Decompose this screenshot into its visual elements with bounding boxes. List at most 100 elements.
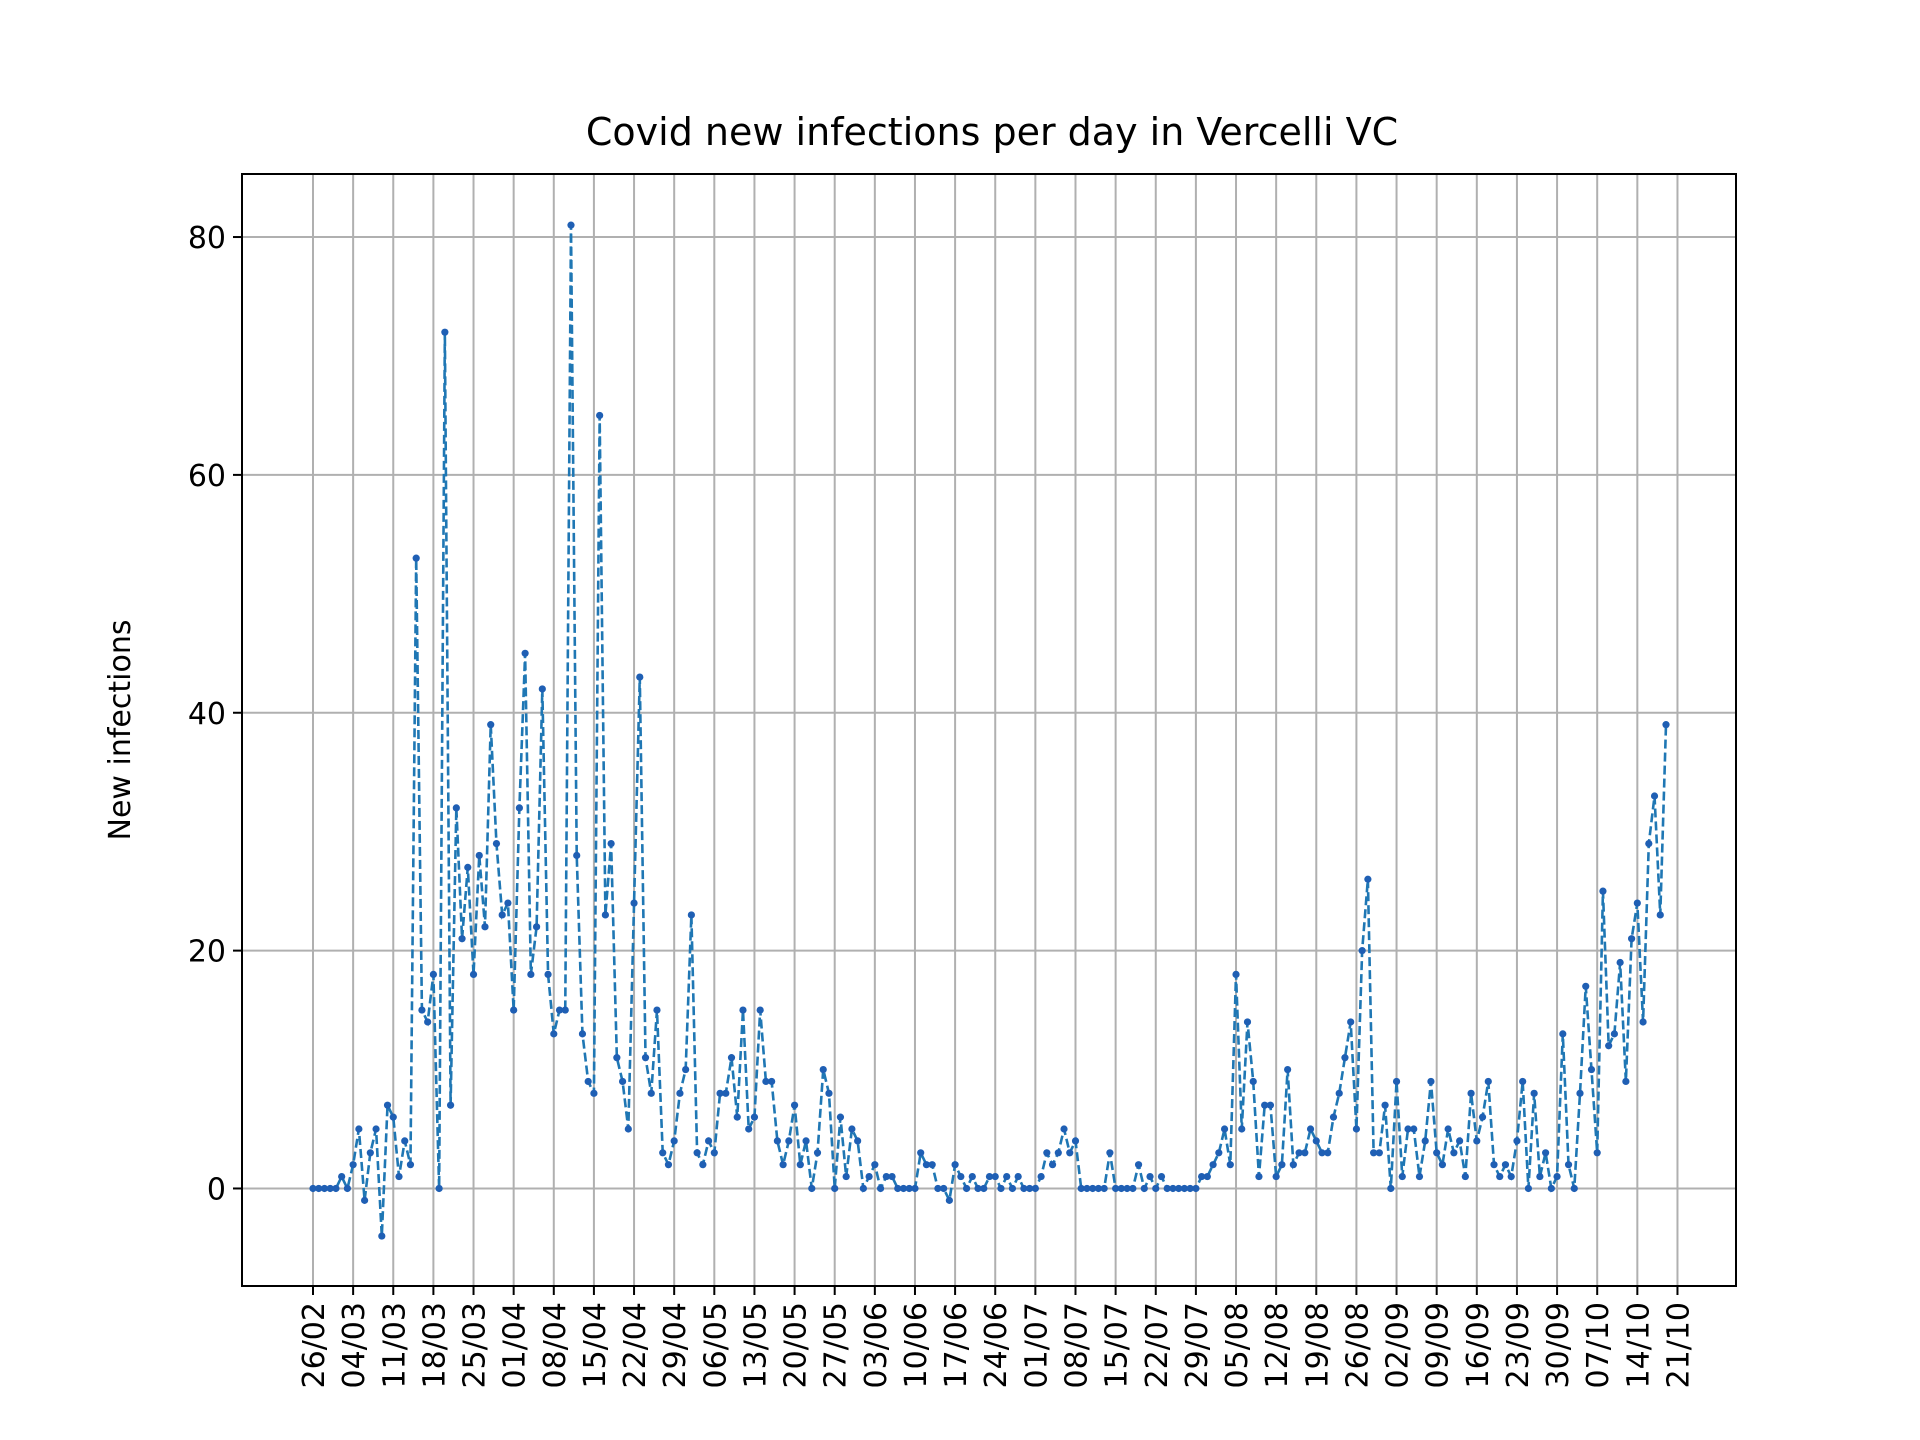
- data-point: [762, 1077, 770, 1086]
- data-point: [1175, 1184, 1183, 1193]
- data-point: [1347, 1018, 1355, 1026]
- data-point: [1553, 1172, 1561, 1181]
- data-point: [802, 1137, 810, 1145]
- data-point: [401, 1137, 409, 1145]
- data-point: [1306, 1125, 1315, 1133]
- y-axis-label: New infections: [103, 620, 138, 841]
- data-point: [550, 1030, 558, 1038]
- data-point: [974, 1184, 982, 1193]
- data-point: [1410, 1125, 1418, 1133]
- data-point: [458, 935, 466, 943]
- data-point: [515, 804, 523, 812]
- data-point: [991, 1172, 999, 1181]
- x-tick-label: 18/03: [417, 1302, 452, 1388]
- x-tick-label: 03/06: [859, 1302, 894, 1388]
- data-point: [1587, 1065, 1596, 1074]
- data-point: [808, 1184, 816, 1193]
- data-point: [1198, 1172, 1206, 1181]
- x-tick-label: 25/03: [458, 1302, 493, 1388]
- data-point: [1582, 982, 1590, 990]
- x-tick-label: 20/05: [779, 1302, 814, 1388]
- data-point: [1089, 1184, 1097, 1193]
- data-point: [1524, 1184, 1533, 1193]
- data-point: [1576, 1089, 1584, 1097]
- x-tick-label: 13/05: [738, 1302, 773, 1388]
- data-point: [395, 1172, 403, 1181]
- x-tick-label: 01/04: [498, 1302, 533, 1388]
- data-point: [1261, 1101, 1269, 1109]
- data-point: [1473, 1137, 1481, 1145]
- data-point: [1026, 1184, 1034, 1193]
- x-tick-label: 23/09: [1501, 1302, 1536, 1388]
- data-point: [361, 1196, 369, 1204]
- data-point: [1020, 1184, 1028, 1193]
- data-point: [1066, 1149, 1074, 1157]
- data-point: [309, 1184, 317, 1193]
- data-point: [1415, 1172, 1424, 1181]
- data-point: [985, 1172, 994, 1181]
- data-point: [1421, 1137, 1429, 1145]
- data-point: [1031, 1184, 1039, 1193]
- x-tick-label: 08/07: [1059, 1302, 1094, 1388]
- data-point: [1398, 1172, 1406, 1181]
- data-point: [739, 1006, 747, 1014]
- data-point: [429, 970, 437, 979]
- data-point: [383, 1101, 392, 1109]
- data-point: [1060, 1125, 1068, 1133]
- plot-frame: [241, 173, 1737, 1287]
- data-point: [1329, 1113, 1338, 1121]
- data-point: [1100, 1184, 1108, 1193]
- x-tick-label: 10/06: [899, 1302, 934, 1388]
- x-tick-label: 11/03: [377, 1302, 412, 1388]
- data-point: [1008, 1184, 1017, 1193]
- data-point: [590, 1089, 598, 1097]
- data-point: [1450, 1149, 1458, 1157]
- data-point: [1301, 1149, 1309, 1157]
- data-point: [813, 1149, 822, 1157]
- data-point: [699, 1161, 707, 1169]
- data-point: [659, 1149, 667, 1157]
- x-tick-label: 15/04: [578, 1302, 613, 1388]
- data-point: [785, 1137, 793, 1145]
- x-tick-label: 19/08: [1300, 1302, 1335, 1388]
- data-point: [1484, 1077, 1492, 1086]
- data-point: [1559, 1030, 1567, 1038]
- data-point: [481, 923, 489, 931]
- data-point: [825, 1089, 833, 1097]
- data-point: [733, 1113, 741, 1121]
- data-point: [997, 1184, 1005, 1193]
- data-point: [1593, 1149, 1601, 1157]
- data-point: [607, 839, 615, 848]
- data-point: [899, 1184, 908, 1193]
- x-tick-label: 01/07: [1019, 1302, 1054, 1388]
- data-point: [1255, 1172, 1263, 1181]
- data-point: [1530, 1089, 1538, 1097]
- x-tick-label: 24/06: [979, 1302, 1014, 1388]
- data-point: [584, 1077, 592, 1086]
- data-point: [578, 1030, 587, 1038]
- data-point: [412, 554, 420, 562]
- data-point: [1628, 935, 1636, 943]
- data-point: [1656, 911, 1664, 919]
- data-point: [1152, 1184, 1160, 1193]
- data-point: [859, 1184, 867, 1193]
- data-point: [555, 1006, 564, 1014]
- data-point: [441, 328, 449, 336]
- data-point: [372, 1125, 380, 1133]
- x-tick-label: 22/04: [618, 1302, 653, 1388]
- data-point: [1547, 1184, 1555, 1193]
- data-point: [492, 839, 501, 848]
- data-point: [1312, 1137, 1320, 1145]
- x-tick-label: 07/10: [1581, 1302, 1616, 1388]
- data-point: [882, 1172, 890, 1181]
- data-point: [1478, 1113, 1487, 1121]
- data-point: [1427, 1077, 1435, 1086]
- data-point: [1490, 1161, 1498, 1169]
- data-point: [1335, 1089, 1343, 1097]
- x-tick-label: 21/10: [1661, 1302, 1696, 1388]
- data-point: [819, 1065, 827, 1074]
- data-point: [1633, 899, 1641, 907]
- data-point: [1456, 1137, 1464, 1145]
